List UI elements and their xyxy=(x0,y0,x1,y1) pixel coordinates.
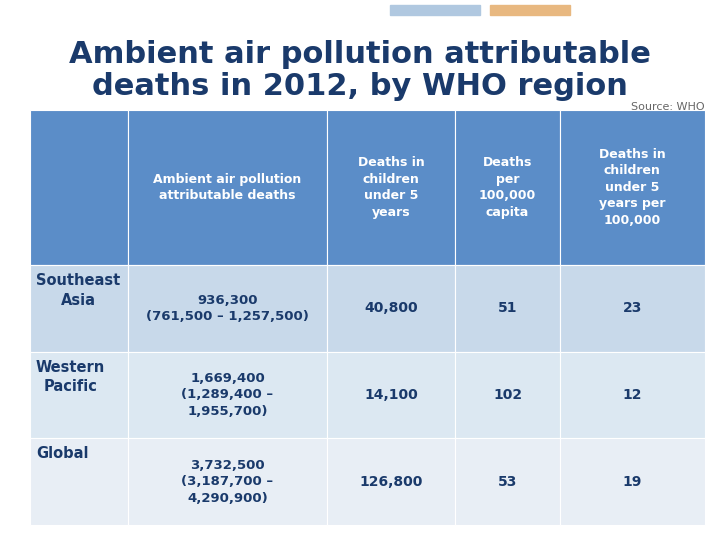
Text: Global: Global xyxy=(36,447,89,461)
Bar xyxy=(455,438,560,525)
Text: 40,800: 40,800 xyxy=(364,301,418,315)
Text: 936,300
(761,500 – 1,257,500): 936,300 (761,500 – 1,257,500) xyxy=(146,294,309,323)
Text: 126,800: 126,800 xyxy=(359,475,423,489)
Bar xyxy=(128,438,327,525)
Bar xyxy=(327,352,455,438)
Bar xyxy=(30,265,128,352)
Bar xyxy=(490,5,570,15)
Bar xyxy=(30,110,128,265)
Bar xyxy=(327,438,455,525)
Bar xyxy=(128,110,327,265)
Text: Deaths in
children
under 5
years per
100,000: Deaths in children under 5 years per 100… xyxy=(599,148,666,227)
Bar xyxy=(128,265,327,352)
Bar xyxy=(560,438,705,525)
Text: 23: 23 xyxy=(623,301,642,315)
Bar xyxy=(455,352,560,438)
Text: 12: 12 xyxy=(623,388,642,402)
Text: Ambient air pollution
attributable deaths: Ambient air pollution attributable death… xyxy=(153,173,302,202)
Text: 102: 102 xyxy=(493,388,522,402)
Text: 51: 51 xyxy=(498,301,517,315)
Text: deaths in 2012, by WHO region: deaths in 2012, by WHO region xyxy=(92,72,628,101)
Bar xyxy=(560,352,705,438)
Text: 53: 53 xyxy=(498,475,517,489)
Bar xyxy=(455,265,560,352)
Bar xyxy=(327,110,455,265)
Text: Deaths
per
100,000
capita: Deaths per 100,000 capita xyxy=(479,156,536,219)
Bar xyxy=(560,265,705,352)
Text: Southeast
Asia: Southeast Asia xyxy=(36,273,120,308)
Bar xyxy=(455,110,560,265)
Text: 14,100: 14,100 xyxy=(364,388,418,402)
Bar xyxy=(30,438,128,525)
Bar xyxy=(560,110,705,265)
Text: 3,732,500
(3,187,700 –
4,290,900): 3,732,500 (3,187,700 – 4,290,900) xyxy=(181,458,274,505)
Text: Deaths in
children
under 5
years: Deaths in children under 5 years xyxy=(358,156,425,219)
Bar xyxy=(128,352,327,438)
Bar xyxy=(327,265,455,352)
Text: Western
Pacific: Western Pacific xyxy=(36,360,105,394)
Bar xyxy=(390,5,480,15)
Text: 19: 19 xyxy=(623,475,642,489)
Text: 1,669,400
(1,289,400 –
1,955,700): 1,669,400 (1,289,400 – 1,955,700) xyxy=(181,372,274,418)
Text: Source: WHO: Source: WHO xyxy=(631,102,705,112)
Text: Ambient air pollution attributable: Ambient air pollution attributable xyxy=(69,40,651,69)
Bar xyxy=(30,352,128,438)
